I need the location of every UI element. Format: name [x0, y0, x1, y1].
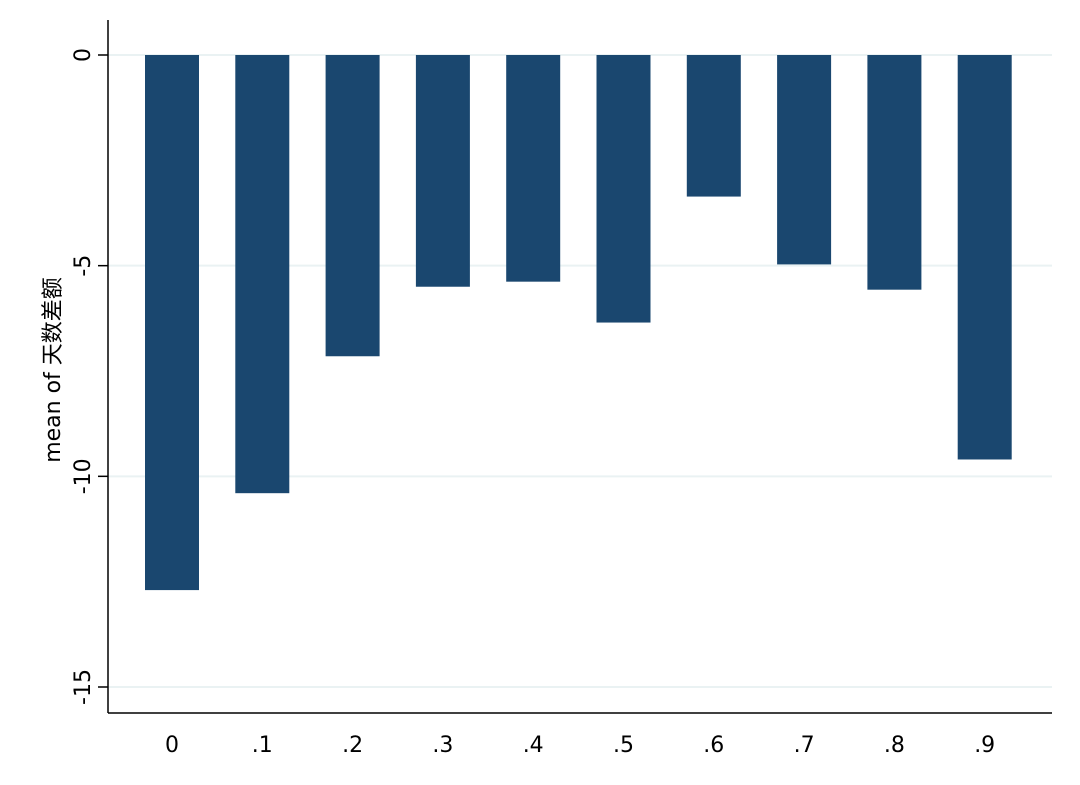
x-tick-label: .5 — [613, 733, 634, 758]
bar-p9 — [957, 55, 1012, 460]
axes — [98, 20, 1052, 714]
y-tick-label: -5 — [71, 255, 96, 277]
bar-p5 — [596, 55, 651, 323]
bar-p8 — [867, 55, 922, 290]
x-tick-label: .3 — [432, 733, 453, 758]
x-tick-label: .9 — [974, 733, 995, 758]
bar-p1 — [235, 55, 290, 494]
y-tick-labels: 0 -5 -10 -15 — [71, 48, 96, 705]
y-tick-label: -10 — [71, 458, 96, 494]
bar-p6 — [686, 55, 741, 197]
x-tick-label: .4 — [523, 733, 544, 758]
y-axis-title: mean of 天数差额 — [41, 277, 66, 463]
y-tick-label: 0 — [71, 48, 96, 62]
x-tick-label: .2 — [342, 733, 363, 758]
x-tick-label: 0 — [165, 733, 179, 758]
bars — [145, 55, 1012, 591]
x-tick-label: .8 — [884, 733, 905, 758]
bar-p2 — [325, 55, 380, 357]
x-tick-labels: 0 .1 .2 .3 .4 .5 .6 .7 .8 .9 — [165, 733, 995, 758]
bar-p3 — [415, 55, 470, 287]
x-tick-label: .1 — [252, 733, 273, 758]
bar-p4 — [506, 55, 561, 282]
bar-p7 — [777, 55, 832, 265]
x-tick-label: .6 — [703, 733, 724, 758]
y-tick-label: -15 — [71, 669, 96, 705]
bar-0 — [145, 55, 199, 591]
x-tick-label: .7 — [794, 733, 815, 758]
